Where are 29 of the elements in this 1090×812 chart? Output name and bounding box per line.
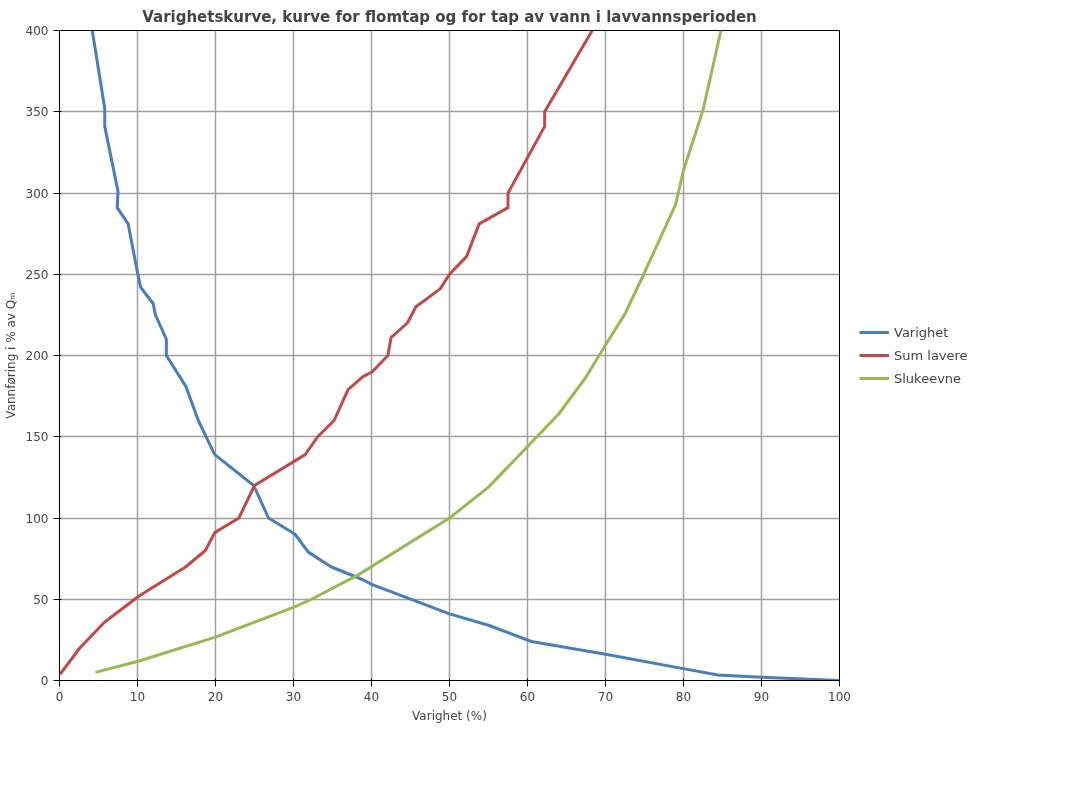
legend-label: Sum lavere <box>894 347 968 363</box>
y-tick-label: 350 <box>25 105 49 120</box>
chart-title: Varighetskurve, kurve for flomtap og for tap av vann i lavvannsperioden <box>142 7 757 26</box>
y-tick-label: 400 <box>25 24 49 38</box>
x-tick-label: 10 <box>129 689 146 704</box>
legend-label: Varighet <box>894 324 949 340</box>
x-tick-label: 80 <box>675 689 692 704</box>
line-series <box>90 30 840 681</box>
x-tick-label: 30 <box>285 689 302 704</box>
y-axis-title: Vannføring i % av Qₘ <box>3 292 18 419</box>
y-tick-label: 0 <box>40 674 49 688</box>
y-tick-label: 150 <box>25 430 49 445</box>
x-axis-title: Varighet (%) <box>412 708 487 723</box>
y-tick-label: 250 <box>25 267 49 282</box>
x-tick-label: 60 <box>519 689 536 704</box>
x-tick-label: 70 <box>597 689 614 704</box>
line-series <box>93 30 723 674</box>
y-tick-label: 200 <box>25 349 49 363</box>
x-tick-label: 40 <box>363 689 380 704</box>
line-series <box>59 30 594 676</box>
y-tick-label: 100 <box>25 511 49 526</box>
y-tick-label: 300 <box>25 186 49 201</box>
y-tick-label: 50 <box>33 592 49 607</box>
legend-label: Slukeevne <box>894 370 962 386</box>
x-tick-label: 50 <box>441 689 458 704</box>
x-tick-label: 90 <box>753 689 770 704</box>
x-tick-label: 100 <box>828 689 851 704</box>
x-tick-label: 0 <box>55 689 64 704</box>
x-tick-label: 20 <box>207 689 224 704</box>
